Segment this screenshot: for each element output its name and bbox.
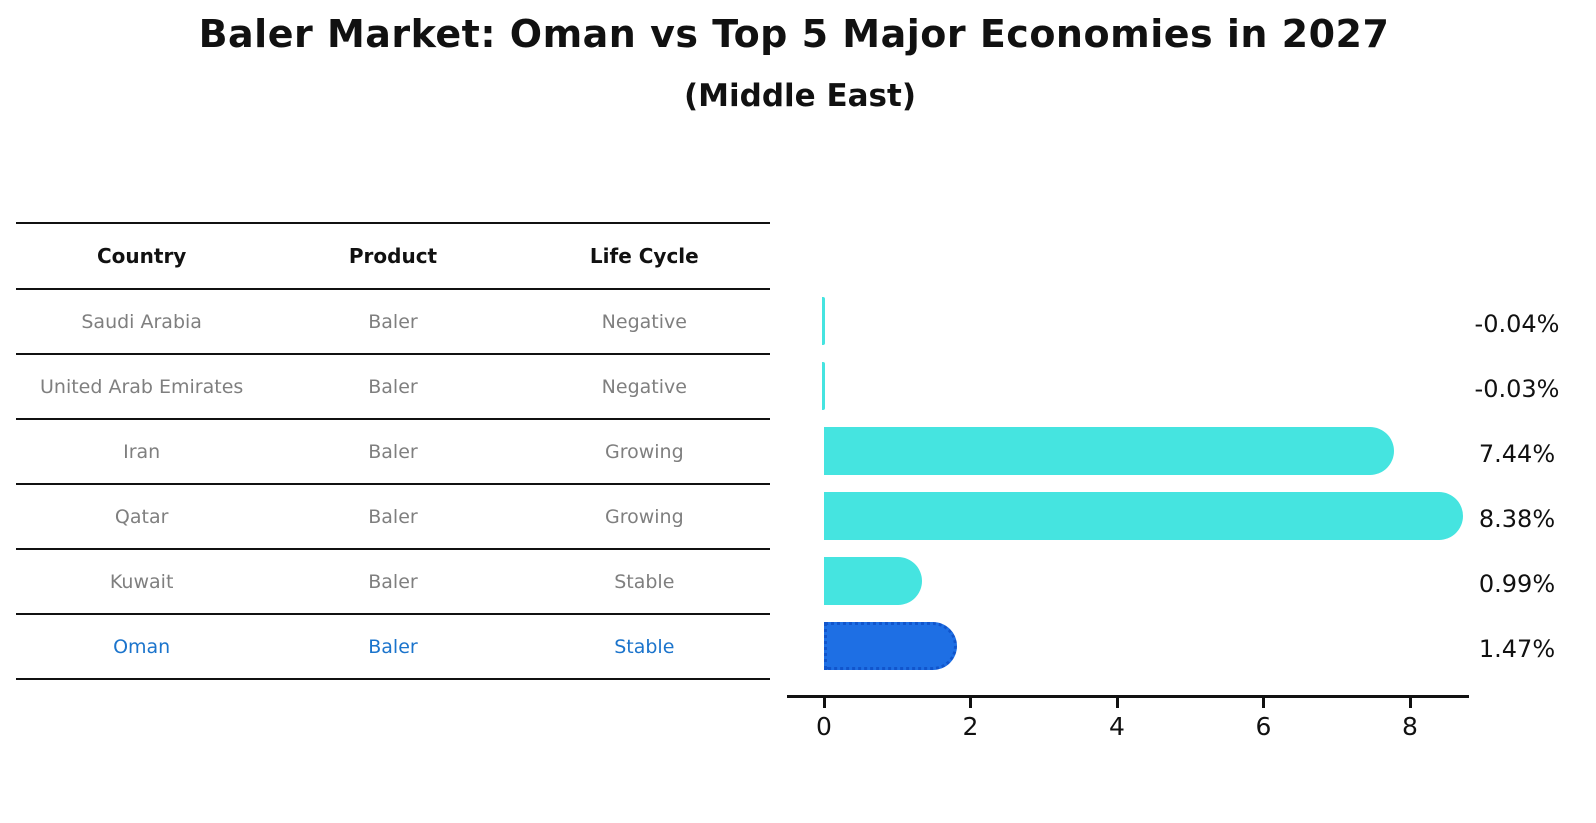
chart-title: Baler Market: Oman vs Top 5 Major Econom… — [198, 12, 1390, 56]
cell-life-cycle: Negative — [601, 310, 687, 333]
table-row-united-arab-emirates: United Arab Emirates Baler Negative — [16, 355, 770, 420]
column-header-life-cycle: Life Cycle — [589, 244, 699, 268]
table-row-iran: Iran Baler Growing — [16, 420, 770, 485]
bar-saudi-arabia — [822, 296, 825, 345]
cell-life-cycle: Stable — [614, 570, 675, 593]
cell-product: Baler — [368, 440, 418, 463]
cell-country: Saudi Arabia — [81, 310, 202, 333]
x-axis-tick-8 — [1408, 698, 1412, 708]
bar-qatar — [824, 491, 1463, 540]
value-label-united-arab-emirates: -0.03% — [1474, 374, 1560, 403]
country-table: Country Product Life Cycle Saudi Arabia B… — [16, 222, 770, 680]
column-header-country: Country — [96, 244, 187, 268]
x-axis-tick-2 — [969, 698, 972, 708]
x-axis-tick-label-8: 8 — [1402, 712, 1418, 741]
chart-subtitle: (Middle East) — [683, 78, 916, 114]
x-axis-tick-label-2: 2 — [962, 712, 979, 741]
bar-iran — [824, 426, 1394, 475]
bar-kuwait — [824, 556, 922, 605]
cell-product: Baler — [368, 635, 418, 658]
cell-country: Qatar — [114, 505, 169, 528]
cell-country: Iran — [123, 440, 161, 463]
x-axis-tick-label-0: 0 — [816, 712, 832, 741]
value-label-oman: 1.47% — [1478, 634, 1556, 663]
table-row-saudi-arabia: Saudi Arabia Baler Negative — [16, 290, 770, 355]
cell-life-cycle: Negative — [601, 375, 687, 398]
value-label-kuwait: 0.99% — [1478, 569, 1556, 598]
bar-united-arab-emirates — [822, 361, 825, 410]
cell-country: Oman — [113, 635, 171, 658]
cell-product: Baler — [368, 310, 418, 333]
value-label-saudi-arabia: -0.04% — [1474, 309, 1560, 338]
cell-life-cycle: Growing — [604, 440, 684, 463]
table-row-qatar: Qatar Baler Growing — [16, 485, 770, 550]
bar-oman — [824, 621, 957, 670]
cell-life-cycle: Stable — [614, 635, 675, 658]
column-header-product: Product — [348, 244, 438, 268]
cell-product: Baler — [368, 375, 418, 398]
cell-country: United Arab Emirates — [40, 375, 244, 398]
table-row-kuwait: Kuwait Baler Stable — [16, 550, 770, 615]
cell-country: Kuwait — [109, 570, 174, 593]
value-label-qatar: 8.38% — [1478, 504, 1556, 533]
x-axis-tick-6 — [1262, 698, 1265, 708]
cell-product: Baler — [368, 570, 418, 593]
x-axis-tick-4 — [1115, 698, 1119, 708]
cell-product: Baler — [368, 505, 418, 528]
x-axis-line — [787, 695, 1469, 698]
table-body: Saudi Arabia Baler Negative United Arab Emi… — [16, 290, 770, 680]
x-axis-tick-0 — [822, 698, 826, 708]
cell-life-cycle: Growing — [604, 505, 684, 528]
x-axis-tick-label-6: 6 — [1255, 712, 1272, 741]
x-axis-tick-label-4: 4 — [1109, 712, 1125, 741]
table-row-oman: Oman Baler Stable — [16, 615, 770, 680]
value-label-iran: 7.44% — [1478, 439, 1556, 468]
table-header-row: Country Product Life Cycle — [16, 224, 770, 290]
